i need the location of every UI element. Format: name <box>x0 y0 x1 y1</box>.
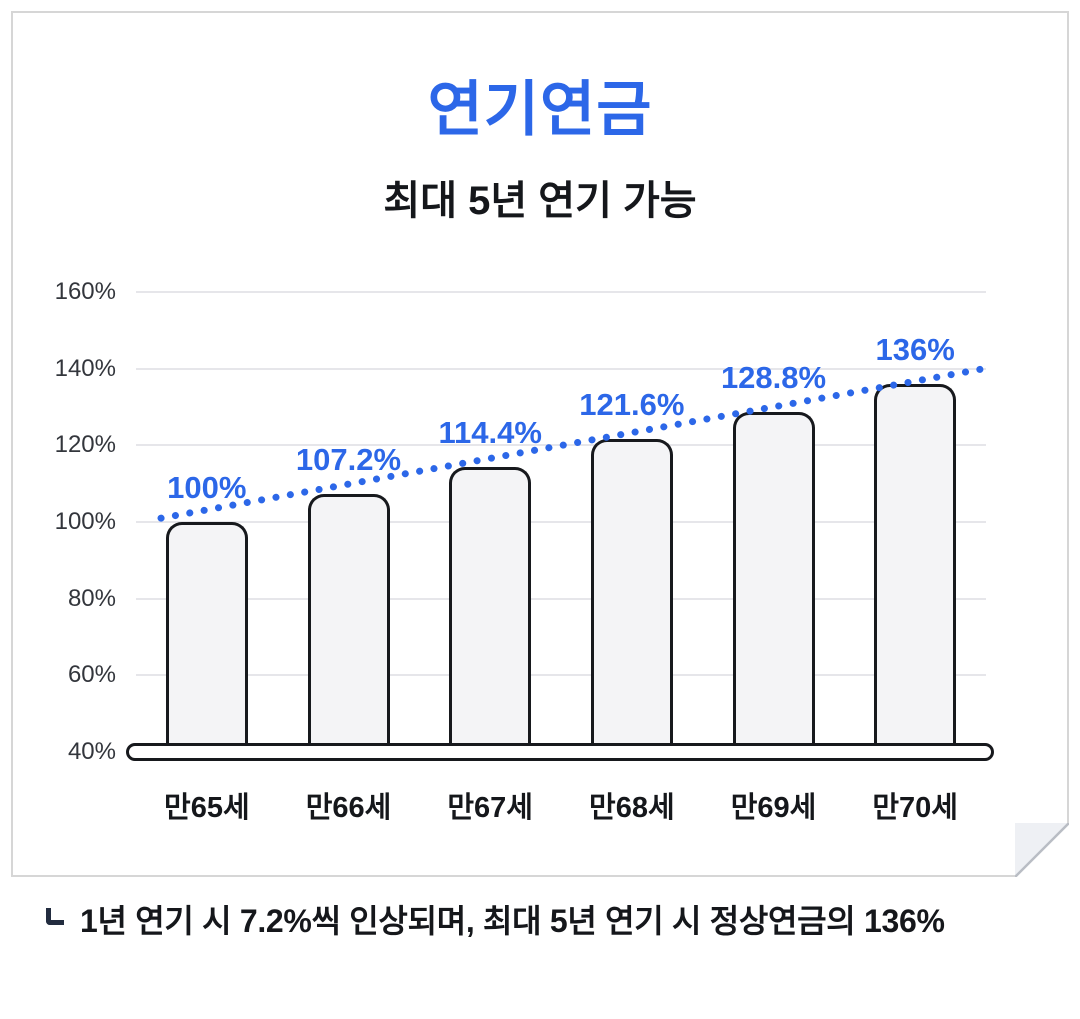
gridline <box>136 291 986 293</box>
page-title: 연기연금 <box>427 76 653 143</box>
folded-corner <box>1015 823 1069 877</box>
page-subtitle: 최대 5년 연기 가능 <box>383 179 697 223</box>
bar-value-label: 128.8% <box>720 359 827 395</box>
grid-row: 60% <box>41 661 986 689</box>
grid-row: 80% <box>41 585 986 613</box>
y-axis-tick-label: 60% <box>67 661 116 689</box>
bar <box>590 439 673 752</box>
bar-value-label: 121.6% <box>579 387 685 423</box>
x-axis-category-label: 만65세 <box>164 792 250 824</box>
bar-slot: 136% <box>844 292 986 752</box>
bar <box>449 466 532 752</box>
bar <box>165 522 248 752</box>
y-axis-tick-label: 100% <box>54 508 116 535</box>
y-axis-tick-label: 160% <box>54 278 116 305</box>
bar <box>732 411 815 752</box>
bar-slot: 100% <box>136 292 278 752</box>
bar <box>307 494 390 752</box>
grid-row: 100% <box>41 508 986 536</box>
y-axis-tick-label: 120% <box>54 431 116 459</box>
gridline <box>136 597 986 600</box>
bar-slot: 107.2% <box>278 292 420 752</box>
x-axis-category-label: 만70세 <box>872 792 958 824</box>
bar-slot: 114.4% <box>419 292 561 752</box>
bars-layer: 100% 107.2% 114.4% 121.6% 128.8% 136% <box>136 292 986 752</box>
gridline <box>136 521 986 523</box>
bar-value-label: 107.2% <box>295 442 402 478</box>
footnote-text: 1년 연기 시 7.2%씩 인상되며, 최대 5년 연기 시 정상연금의 136… <box>80 903 945 939</box>
bar-chart: 160% 140% 120% 100% 80% 60% 40% 100% 107.2% 114.… <box>41 278 994 837</box>
x-axis-baseline <box>126 743 994 761</box>
bar <box>874 384 957 752</box>
bar-value-label: 114.4% <box>438 414 542 450</box>
bar-value-label: 100% <box>167 470 247 505</box>
x-axis-category-label: 만66세 <box>305 792 392 824</box>
gridline <box>136 674 986 677</box>
footnote: 1년 연기 시 7.2%씩 인상되며, 최대 5년 연기 시 정상연금의 136… <box>46 896 945 942</box>
x-axis-labels: 만65세 만66세 만67세 만68세 만69세 만70세 <box>136 784 986 826</box>
y-axis-tick-label: 140% <box>54 354 116 382</box>
grid-row: 40% <box>41 738 986 766</box>
grid-row: 160% <box>41 278 986 306</box>
bar-slot: 128.8% <box>703 292 845 752</box>
infographic-card: 연기연금 최대 5년 연기 가능 160% 140% 120% 100% 80% 60% 4… <box>11 11 1069 877</box>
corner-arrow-icon <box>46 907 64 925</box>
x-axis-category-label: 만68세 <box>589 792 675 824</box>
x-axis-category-label: 만69세 <box>730 792 817 824</box>
y-axis-tick-label: 40% <box>67 738 116 765</box>
y-axis-tick-label: 80% <box>67 584 116 612</box>
bar-value-label: 136% <box>875 332 955 367</box>
x-axis-category-label: 만67세 <box>447 792 533 824</box>
bar-slot: 121.6% <box>561 292 703 752</box>
